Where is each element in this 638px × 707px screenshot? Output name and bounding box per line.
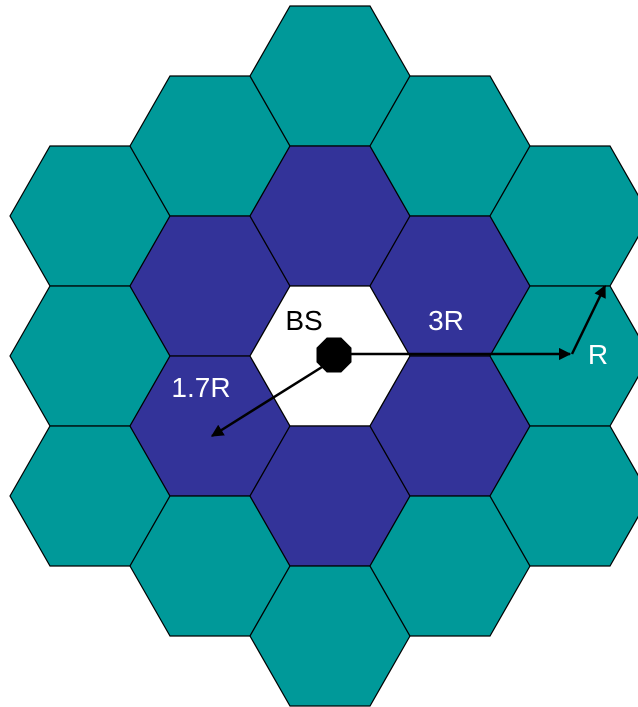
- cell-radius-arrow: [570, 284, 607, 355]
- cell-radius-label: R: [588, 339, 608, 370]
- base-station-label: BS: [285, 305, 322, 336]
- neighbor-distance-arrow: [210, 360, 331, 438]
- neighbor-distance-label: 1.7R: [171, 372, 230, 403]
- hex-cells: [9, 5, 638, 707]
- base-station-icon: [316, 337, 352, 373]
- reuse-distance-label: 3R: [428, 305, 464, 336]
- outer-ring-cell: [489, 425, 638, 567]
